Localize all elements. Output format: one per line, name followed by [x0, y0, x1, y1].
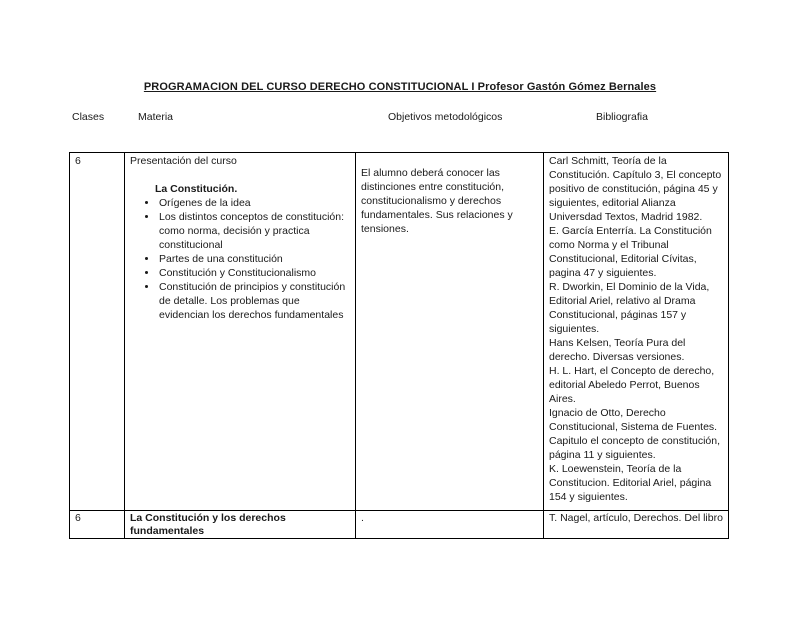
bibliography-entry: H. L. Hart, el Concepto de derecho, edit…: [549, 365, 715, 405]
cell-bibliografia: T. Nagel, artículo, Derechos. Del libro: [543, 510, 729, 539]
cell-objetivos: El alumno deberá conocer las distincione…: [355, 152, 544, 511]
cell-materia: Presentación del curso La Constitución. …: [124, 152, 356, 511]
page-title: PROGRAMACION DEL CURSO DERECHO CONSTITUC…: [143, 81, 657, 93]
cell-objetivos: .: [355, 510, 544, 539]
course-schedule-table: 6 Presentación del curso La Constitución…: [69, 152, 729, 539]
bullet-item: Partes de una constitución: [158, 252, 351, 266]
bibliography-entry: K. Loewenstein, Teoría de la Constitucio…: [549, 463, 712, 503]
column-header-materia: Materia: [138, 111, 174, 123]
column-header-bibliografia: Bibliografia: [596, 111, 648, 123]
cell-clases: 6: [69, 152, 125, 511]
objetivos-text: El alumno deberá conocer las distincione…: [361, 167, 513, 235]
bullet-item: Orígenes de la idea: [158, 196, 351, 210]
table-row-derechos-fundamentales: 6 La Constitución y los derechos fundame…: [69, 510, 729, 539]
materia-intro: Presentación del curso: [130, 155, 237, 167]
cell-clases: 6: [69, 510, 125, 539]
cell-materia: La Constitución y los derechos fundament…: [124, 510, 356, 539]
bullet-item: Constitución y Constitucionalismo: [158, 266, 351, 280]
bullet-item: Los distintos conceptos de constitución:…: [158, 210, 351, 252]
cell-bibliografia: Carl Schmitt, Teoría de la Constitución.…: [543, 152, 729, 511]
bullet-item: Constitución de principios y constitució…: [158, 280, 351, 322]
bibliography-entry: E. García Enterría. La Constitución como…: [549, 225, 712, 279]
column-header-clases: Clases: [72, 111, 105, 123]
bibliography-entry: Hans Kelsen, Teoría Pura del derecho. Di…: [549, 337, 686, 363]
materia-bullet-list: Orígenes de la idea Los distintos concep…: [130, 196, 351, 322]
table-row-presentacion: 6 Presentación del curso La Constitución…: [69, 152, 729, 511]
materia-subtitle: La Constitución.: [155, 183, 238, 195]
bibliography-entry: Ignacio de Otto, Derecho Constitucional,…: [549, 407, 721, 461]
bibliography-entry: R. Dworkin, El Dominio de la Vida, Edito…: [549, 281, 710, 335]
bibliography-entry: Carl Schmitt, Teoría de la Constitución.…: [549, 155, 722, 223]
column-header-objetivos: Objetivos metodológicos: [388, 111, 503, 123]
